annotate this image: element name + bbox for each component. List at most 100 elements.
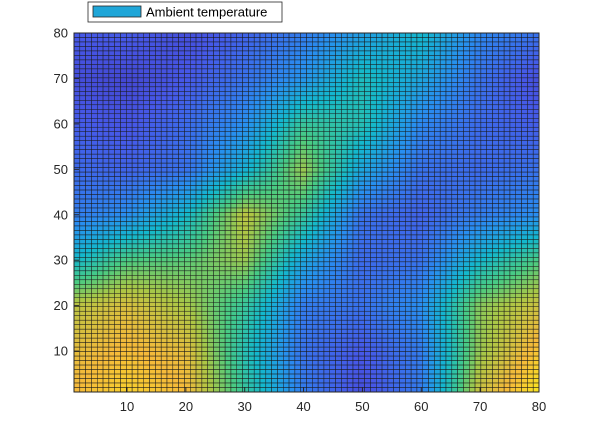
- heatmap-cell: [346, 306, 354, 312]
- heatmap-cell: [486, 158, 493, 164]
- heatmap-cell: [108, 95, 115, 101]
- heatmap-cell: [428, 167, 435, 173]
- heatmap-cell: [91, 82, 98, 88]
- heatmap-cell: [405, 122, 412, 128]
- heatmap-cell: [137, 118, 145, 124]
- heatmap-cell: [288, 50, 296, 56]
- heatmap-cell: [428, 41, 435, 47]
- heatmap-cell: [428, 55, 435, 61]
- heatmap-cell: [178, 293, 185, 299]
- heatmap-cell: [137, 221, 145, 227]
- heatmap-cell: [224, 41, 232, 47]
- heatmap-cell: [469, 64, 476, 70]
- heatmap-cell: [73, 95, 81, 101]
- heatmap-cell: [341, 225, 348, 231]
- heatmap-cell: [120, 275, 127, 281]
- heatmap-cell: [195, 207, 203, 213]
- heatmap-cell: [184, 162, 191, 168]
- heatmap-cell: [434, 212, 441, 218]
- heatmap-cell: [306, 243, 313, 249]
- heatmap-cell: [515, 257, 522, 263]
- heatmap-cell: [532, 185, 540, 191]
- heatmap-cell: [224, 158, 232, 164]
- heatmap-cell: [370, 95, 377, 101]
- heatmap-cell: [97, 297, 104, 303]
- heatmap-cell: [108, 248, 115, 254]
- heatmap-cell: [160, 131, 168, 137]
- heatmap-cell: [120, 59, 127, 65]
- heatmap-cell: [364, 140, 371, 146]
- heatmap-cell: [358, 297, 365, 303]
- heatmap-cell: [85, 37, 92, 43]
- heatmap-cell: [387, 243, 394, 249]
- heatmap-cell: [213, 248, 220, 254]
- heatmap-cell: [160, 198, 168, 204]
- heatmap-cell: [120, 68, 127, 74]
- heatmap-cell: [91, 126, 98, 132]
- heatmap-cell: [451, 198, 458, 204]
- heatmap-cell: [108, 122, 115, 128]
- heatmap-cell: [195, 122, 203, 128]
- heatmap-cell: [79, 32, 86, 38]
- heatmap-cell: [195, 91, 203, 97]
- heatmap-cell: [294, 239, 301, 245]
- heatmap-cell: [329, 248, 336, 254]
- heatmap-cell: [283, 118, 290, 124]
- heatmap-cell: [509, 212, 517, 218]
- heatmap-cell: [271, 37, 278, 43]
- heatmap-cell: [439, 302, 447, 307]
- heatmap-cell: [422, 100, 429, 106]
- heatmap-cell: [248, 86, 255, 92]
- heatmap-cell: [271, 55, 278, 61]
- heatmap-cell: [207, 144, 214, 150]
- heatmap-cell: [416, 171, 424, 177]
- heatmap-cell: [155, 162, 162, 168]
- heatmap-cell: [190, 198, 197, 204]
- heatmap-cell: [294, 59, 301, 65]
- heatmap-cell: [498, 100, 505, 106]
- heatmap-cell: [184, 284, 191, 290]
- heatmap-cell: [492, 167, 499, 173]
- heatmap-cell: [486, 153, 493, 159]
- heatmap-cell: [126, 189, 133, 195]
- heatmap-cell: [160, 86, 168, 92]
- heatmap-cell: [137, 243, 145, 249]
- heatmap-cell: [329, 167, 336, 173]
- heatmap-cell: [439, 32, 447, 38]
- heatmap-cell: [97, 252, 104, 258]
- heatmap-cell: [184, 243, 191, 249]
- heatmap-cell: [463, 59, 470, 65]
- heatmap-cell: [160, 126, 168, 132]
- heatmap-cell: [91, 261, 98, 267]
- heatmap-cell: [306, 171, 313, 177]
- heatmap-cell: [242, 113, 249, 119]
- heatmap-cell: [242, 68, 249, 74]
- heatmap-cell: [219, 82, 226, 88]
- heatmap-cell: [457, 162, 464, 168]
- heatmap-cell: [114, 82, 121, 88]
- heatmap-cell: [521, 248, 528, 254]
- heatmap-cell: [97, 122, 104, 128]
- heatmap-cell: [434, 162, 441, 168]
- heatmap-cell: [405, 86, 412, 92]
- heatmap-cell: [532, 46, 540, 52]
- heatmap-cell: [149, 167, 156, 173]
- heatmap-cell: [480, 64, 487, 70]
- heatmap-cell: [259, 279, 267, 285]
- heatmap-cell: [312, 239, 319, 245]
- heatmap-cell: [137, 203, 145, 209]
- heatmap-cell: [393, 91, 400, 97]
- heatmap-cell: [312, 225, 319, 231]
- heatmap-cell: [79, 126, 86, 132]
- heatmap-cell: [224, 310, 232, 316]
- heatmap-cell: [434, 131, 441, 137]
- heatmap-cell: [509, 82, 517, 88]
- heatmap-cell: [370, 207, 377, 213]
- heatmap-cell: [294, 41, 301, 47]
- heatmap-cell: [323, 46, 331, 52]
- heatmap-cell: [451, 46, 458, 52]
- heatmap-cell: [300, 302, 307, 307]
- heatmap-cell: [428, 118, 435, 124]
- heatmap-cell: [469, 198, 476, 204]
- heatmap-cell: [85, 104, 92, 110]
